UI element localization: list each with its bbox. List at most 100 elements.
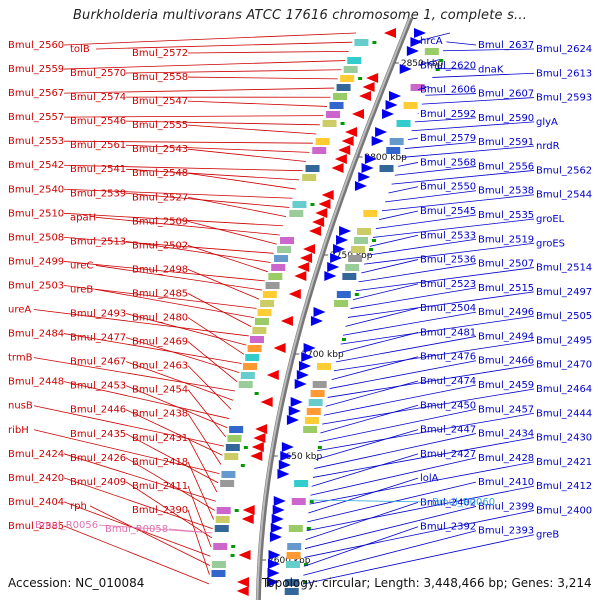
right-gene-label: Bmul_2613 — [536, 68, 592, 79]
left-leader-line — [125, 144, 310, 153]
gene-arrow-reverse — [280, 451, 293, 461]
right-leader-line — [327, 364, 535, 398]
left-gene-label: Bmul_2409 — [70, 477, 126, 488]
left-gene-label: Bmul_2418 — [132, 457, 188, 468]
right-leader-line — [335, 336, 477, 363]
left-rna-label: Bmul_R0058 — [105, 524, 168, 535]
gene-arrow-reverse — [272, 505, 285, 515]
left-leader-line — [95, 289, 254, 318]
gene-function-box — [305, 165, 320, 172]
gene-arrow-reverse — [267, 577, 280, 587]
gene-arrow-forward — [315, 208, 328, 218]
right-gene-label: Bmul_2495 — [536, 335, 592, 346]
gene-arrow-reverse — [271, 514, 284, 524]
left-leader-line — [63, 60, 346, 70]
gene-arrow-reverse — [288, 406, 301, 416]
left-gene-label: Bmul_2527 — [132, 192, 188, 203]
right-leader-line — [446, 41, 477, 46]
left-leader-line — [187, 413, 222, 465]
right-gene-label: Bmul_2476 — [420, 352, 476, 363]
gene-arrow-reverse — [333, 244, 346, 254]
right-gene-label: Bmul_2606 — [420, 85, 476, 96]
left-gene-label: Bmul_2431 — [132, 433, 188, 444]
left-gene-label: Bmul_2502 — [132, 240, 188, 251]
left-rna-label: Bmul_R0056 — [35, 520, 98, 531]
summary-text: Topology: circular; Length: 3,448,466 bp… — [262, 576, 592, 590]
right-gene-label: Bmul_2410 — [478, 477, 534, 488]
right-gene-label: Bmul_2504 — [420, 303, 476, 314]
left-leader-line — [187, 341, 238, 383]
left-gene-label: Bmul_2390 — [132, 505, 188, 516]
right-gene-label: Bmul_2457 — [478, 404, 534, 415]
left-gene-label: Bmul_2572 — [132, 48, 188, 59]
gene-arrow-forward — [288, 289, 301, 299]
gene-function-box — [213, 543, 228, 550]
gene-arrow-reverse — [290, 397, 303, 407]
gene-arrow-reverse — [270, 523, 283, 533]
left-gene-label: Bmul_2503 — [8, 280, 64, 291]
gene-function-box — [245, 354, 260, 361]
gene-function-box — [268, 273, 283, 280]
right-gene-label: hrcA — [420, 36, 443, 47]
gene-marker — [310, 203, 315, 206]
gene-function-box — [277, 246, 292, 253]
right-leader-line — [425, 93, 477, 96]
gene-arrow-forward — [241, 514, 254, 524]
gene-arrow-reverse — [385, 100, 398, 110]
gene-function-box — [238, 381, 253, 388]
right-leader-line — [307, 481, 477, 523]
right-leader-line — [417, 32, 451, 42]
right-leader-line — [385, 190, 477, 203]
left-gene-label: Bmul_2559 — [8, 64, 64, 75]
gene-arrow-reverse — [330, 253, 343, 263]
left-leader-line — [187, 148, 306, 162]
gene-function-box — [225, 444, 240, 451]
gene-arrow-forward — [312, 217, 325, 227]
gene-arrow-forward — [303, 244, 316, 254]
left-gene-label: Bmul_2574 — [70, 92, 126, 103]
left-gene-label: Bmul_2546 — [70, 116, 126, 127]
left-gene-label: Bmul_2541 — [70, 164, 126, 175]
left-leader-line — [125, 433, 219, 484]
gene-arrow-forward — [345, 127, 358, 137]
gene-marker — [231, 545, 236, 548]
left-leader-line — [187, 196, 287, 217]
left-gene-label: Bmul_2558 — [132, 72, 188, 83]
gene-function-box — [308, 399, 323, 406]
left-leader-line — [125, 69, 342, 74]
left-leader-line — [89, 505, 211, 566]
right-leader-line — [366, 238, 477, 256]
right-leader-line — [331, 356, 419, 381]
right-gene-label: Bmul_2536 — [420, 255, 476, 266]
right-gene-label: Bmul_2579 — [420, 133, 476, 144]
left-leader-line — [33, 429, 220, 475]
right-gene-label: Bmul_2466 — [478, 356, 534, 367]
left-leader-line — [187, 172, 296, 190]
gene-marker — [303, 563, 308, 566]
gene-marker — [230, 554, 235, 557]
gene-arrow-forward — [321, 190, 334, 200]
left-leader-line — [95, 265, 263, 291]
right-gene-label: Bmul_2624 — [536, 44, 592, 55]
gene-function-box — [285, 561, 300, 568]
right-leader-line — [329, 360, 477, 389]
right-leader-line — [398, 162, 419, 167]
gene-arrow-reverse — [336, 235, 349, 245]
right-leader-line — [309, 461, 535, 505]
gene-function-box — [354, 39, 369, 46]
left-leader-line — [187, 317, 245, 355]
gene-arrow-forward — [384, 28, 397, 38]
right-gene-label: Bmul_2591 — [478, 137, 534, 148]
right-leader-line — [340, 315, 535, 345]
right-gene-label: groEL — [536, 214, 565, 225]
right-gene-label: Bmul_2481 — [420, 327, 476, 338]
right-leader-line — [347, 291, 535, 318]
gene-function-box — [345, 264, 360, 271]
right-leader-line — [404, 141, 477, 149]
gene-arrow-forward — [253, 433, 266, 443]
left-leader-line — [95, 41, 353, 50]
right-gene-label: Bmul_2519 — [478, 234, 534, 245]
gene-arrow-forward — [242, 505, 255, 515]
